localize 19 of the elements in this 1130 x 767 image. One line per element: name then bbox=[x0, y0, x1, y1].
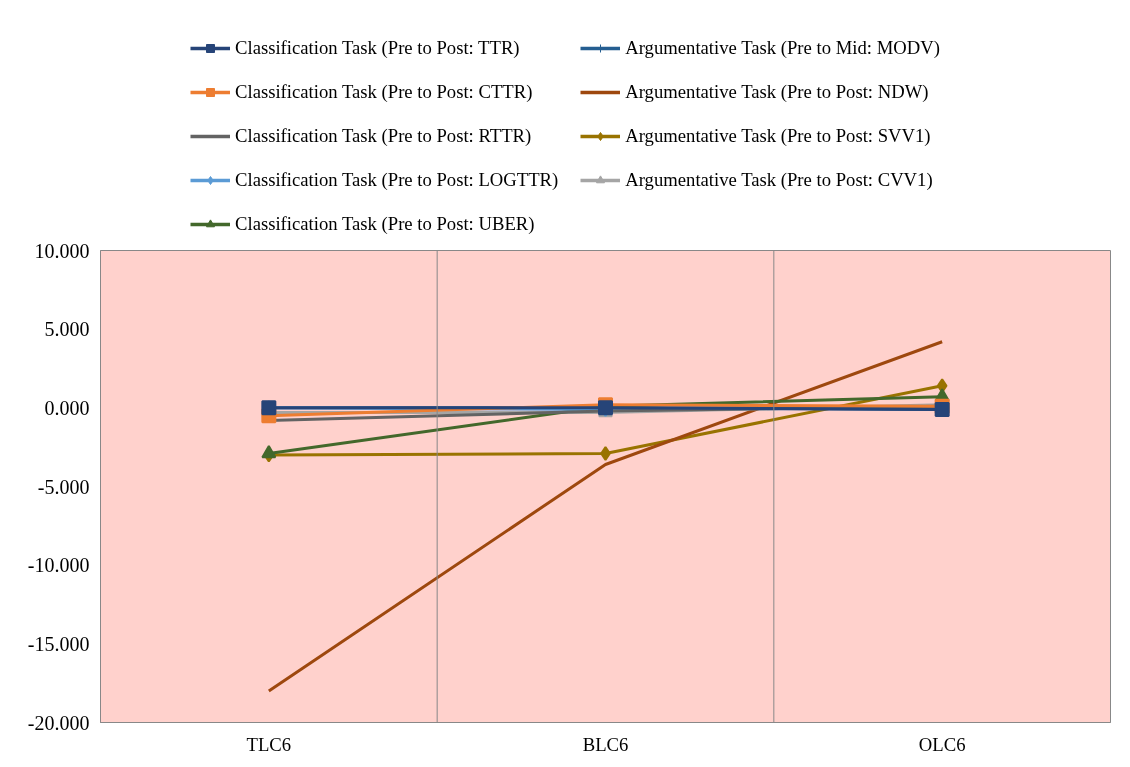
y-tick-label: 10.000 bbox=[34, 239, 90, 262]
legend-label: Classification Task (Pre to Post: TTR) bbox=[235, 37, 520, 59]
legend-label: Argumentative Task (Pre to Mid: MODV) bbox=[625, 37, 940, 59]
x-tick-label: OLC6 bbox=[918, 733, 966, 755]
y-tick-label: -10.000 bbox=[27, 554, 90, 577]
x-tick-label: TLC6 bbox=[246, 733, 292, 755]
legend-label: Classification Task (Pre to Post: UBER) bbox=[235, 213, 535, 235]
y-tick-label: -15.000 bbox=[27, 632, 90, 655]
y-tick-label: -5.000 bbox=[37, 475, 90, 498]
legend-label: Classification Task (Pre to Post: CTTR) bbox=[235, 81, 533, 103]
legend-label: Classification Task (Pre to Post: RTTR) bbox=[235, 125, 532, 147]
legend-label: Classification Task (Pre to Post: LOGTTR) bbox=[235, 169, 559, 191]
x-tick-label: BLC6 bbox=[582, 733, 629, 755]
y-tick-label: 0.000 bbox=[44, 396, 90, 419]
legend-label: Argumentative Task (Pre to Post: NDW) bbox=[625, 81, 929, 103]
legend-label: Argumentative Task (Pre to Post: CVV1) bbox=[625, 169, 933, 191]
y-tick-label: 5.000 bbox=[44, 318, 90, 341]
legend-label: Argumentative Task (Pre to Post: SVV1) bbox=[625, 125, 931, 147]
y-tick-label: -20.000 bbox=[27, 711, 90, 734]
